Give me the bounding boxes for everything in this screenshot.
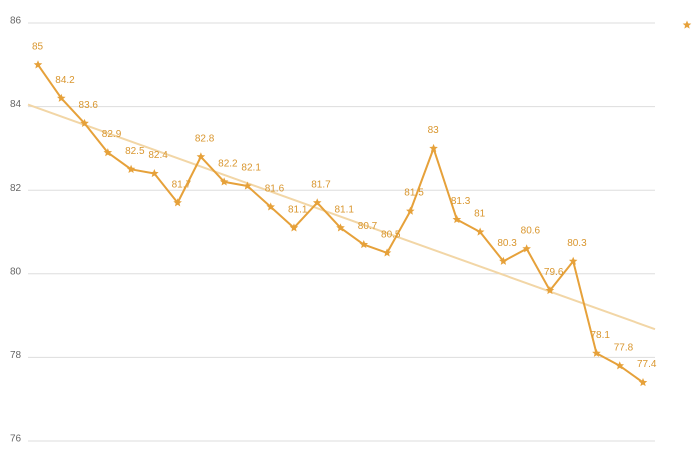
data-label: 84.2: [55, 75, 75, 86]
marker: [499, 256, 508, 265]
marker: [126, 164, 136, 173]
marker: [545, 286, 555, 295]
data-label: 81.7: [172, 179, 192, 190]
data-label: 77.8: [614, 342, 634, 353]
y-tick-label: 78: [10, 350, 22, 361]
marker: [103, 148, 113, 157]
legend-marker: [682, 20, 692, 29]
marker: [33, 60, 43, 69]
data-label: 82.5: [125, 146, 145, 157]
marker: [312, 198, 322, 207]
data-label: 82.8: [195, 133, 215, 144]
y-tick-label: 86: [10, 16, 22, 27]
data-label: 81.6: [265, 184, 285, 195]
data-label: 81: [474, 209, 486, 220]
y-tick-label: 80: [10, 266, 22, 277]
y-tick-label: 84: [10, 99, 22, 110]
marker: [452, 214, 462, 224]
marker: [173, 198, 182, 207]
marker: [56, 93, 66, 102]
data-label: 78.1: [590, 330, 610, 341]
marker: [243, 181, 252, 190]
marker: [429, 143, 438, 153]
trendline: [27, 103, 656, 331]
data-label: 81.3: [451, 196, 471, 207]
marker: [382, 248, 392, 257]
data-label: 81.1: [335, 204, 355, 215]
data-label: 82.9: [102, 129, 122, 140]
marker: [289, 223, 299, 232]
y-tick-label: 76: [10, 434, 22, 445]
marker: [359, 240, 369, 249]
data-label: 80.3: [567, 238, 587, 249]
data-label: 82.2: [218, 158, 238, 169]
marker: [568, 256, 578, 265]
data-label: 82.1: [241, 163, 261, 174]
marker: [592, 348, 601, 357]
marker: [615, 361, 625, 370]
marker: [150, 168, 159, 178]
data-label: 83.6: [79, 100, 99, 111]
marker: [475, 227, 485, 236]
data-label: 81.5: [404, 188, 424, 199]
marker: [80, 118, 89, 127]
marker: [196, 152, 206, 161]
data-label: 80.7: [358, 221, 378, 232]
data-label: 81.1: [288, 204, 308, 215]
data-label: 80.3: [497, 238, 517, 249]
data-label: 82.4: [148, 150, 168, 161]
marker: [219, 177, 229, 186]
y-tick-label: 82: [10, 183, 22, 194]
data-label: 79.6: [544, 267, 564, 278]
marker: [638, 377, 648, 387]
marker: [522, 244, 531, 253]
marker: [336, 223, 345, 232]
data-label: 81.7: [311, 179, 331, 190]
data-label: 80.5: [381, 230, 401, 241]
data-label: 80.6: [521, 225, 541, 236]
data-label: 85: [32, 41, 44, 52]
data-label: 77.4: [637, 359, 657, 370]
data-label: 83: [428, 125, 440, 136]
marker: [266, 202, 275, 211]
marker: [406, 206, 415, 215]
